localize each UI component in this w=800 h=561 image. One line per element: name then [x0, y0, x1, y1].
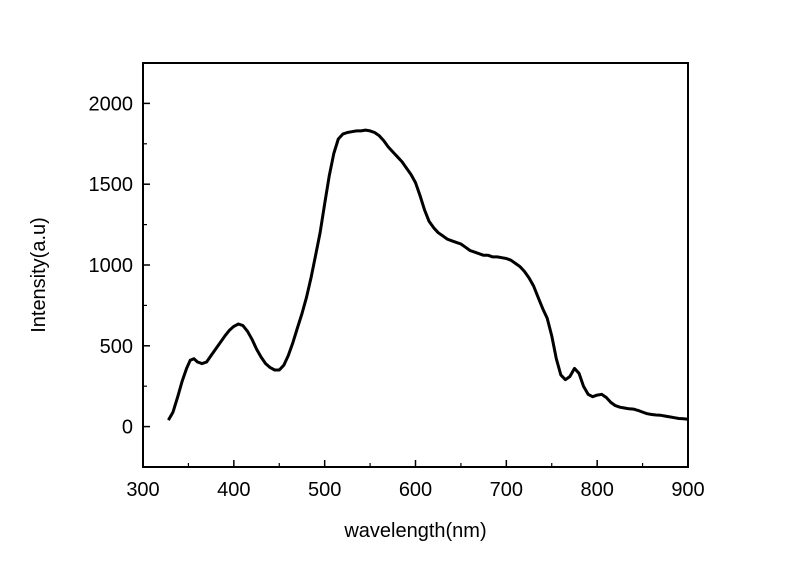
x-tick-label: 300	[126, 479, 159, 501]
x-tick-label: 700	[490, 479, 523, 501]
y-axis-label: Intensity(a.u)	[28, 217, 50, 333]
x-tick-label: 900	[671, 479, 704, 501]
plot-area	[167, 128, 689, 421]
plot-frame	[142, 62, 689, 468]
y-tick-label: 2000	[89, 93, 134, 115]
x-tick-label: 500	[308, 479, 341, 501]
x-tick-label: 600	[399, 479, 432, 501]
y-tick-label: 0	[122, 417, 133, 439]
y-tick-label: 1500	[89, 174, 134, 196]
x-tick-label: 800	[580, 479, 613, 501]
spectrum-line	[167, 128, 689, 421]
y-tick-label: 500	[100, 336, 133, 358]
y-axis-ticks: 0 500 1000 1500 2000	[89, 93, 150, 439]
x-axis-label: wavelength(nm)	[343, 520, 486, 542]
x-tick-label: 400	[217, 479, 250, 501]
y-tick-label: 1000	[89, 255, 134, 277]
